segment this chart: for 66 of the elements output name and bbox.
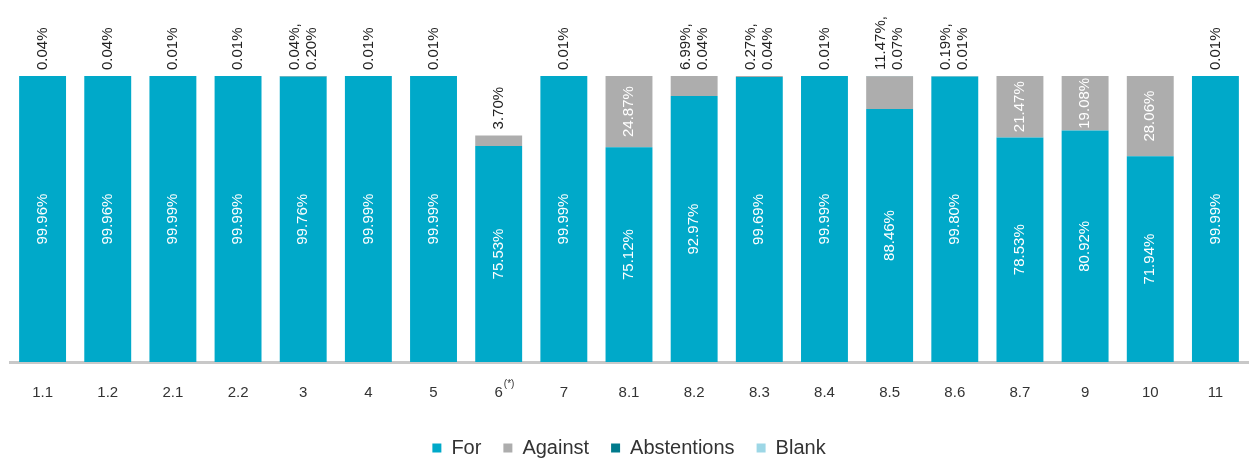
data-label: 11.47%, — [871, 16, 889, 70]
data-label: 0.01% — [228, 27, 246, 70]
data-label: 99.99% — [553, 193, 571, 245]
x-tick-label: 4 — [364, 383, 373, 401]
data-label: 75.53% — [488, 228, 506, 280]
data-label: 0.01% — [814, 27, 832, 70]
x-tick-label: 2.2 — [227, 383, 249, 401]
data-label: 24.87% — [619, 86, 637, 138]
data-label: 99.99% — [358, 193, 376, 245]
x-tick-label: 8.5 — [879, 383, 901, 401]
x-tick-label: 1.1 — [32, 383, 54, 401]
data-label: 80.92% — [1075, 220, 1093, 272]
data-label: 28.06% — [1140, 90, 1158, 142]
data-label: 99.99% — [228, 193, 246, 245]
data-label: 99.99% — [163, 193, 181, 245]
data-label: 92.97% — [684, 203, 702, 255]
data-label: 21.47% — [1010, 81, 1028, 133]
data-label: 0.01% — [163, 27, 181, 70]
data-label: 0.01% — [1205, 27, 1223, 70]
x-tick-label: 10 — [1141, 383, 1159, 401]
data-label: 71.94% — [1140, 233, 1158, 285]
x-tick-label: 1.2 — [97, 383, 119, 401]
data-label: 3.70% — [488, 86, 506, 130]
data-label: 0.07% — [888, 27, 906, 70]
x-tick-label: 8.2 — [683, 383, 705, 401]
x-tick-label: 11 — [1207, 383, 1224, 401]
data-label: 0.04% — [97, 27, 115, 70]
x-tick-label: 3 — [299, 383, 308, 401]
data-label: 88.46% — [879, 210, 897, 261]
x-tick-label: 2.1 — [162, 383, 184, 401]
data-label: 99.99% — [1205, 193, 1223, 245]
data-label: 99.96% — [32, 193, 50, 245]
x-tick-label: 7 — [559, 383, 569, 401]
data-label: 6.99%, — [675, 23, 693, 70]
x-tick-label: 8.1 — [618, 383, 640, 401]
x-tick-label: 8.7 — [1009, 383, 1031, 401]
x-tick-label: 8.4 — [814, 383, 835, 401]
data-label: 99.99% — [423, 193, 441, 245]
data-label: 99.76% — [293, 193, 311, 245]
data-label: 99.99% — [814, 193, 832, 245]
data-label: 19.08% — [1075, 77, 1093, 129]
x-tick-label: 8.3 — [748, 383, 770, 401]
data-label: 0.20% — [301, 27, 319, 70]
data-label: 99.96% — [97, 193, 115, 245]
legend-label: Abstentions — [630, 435, 735, 458]
legend-label: For — [451, 435, 482, 458]
data-label: 0.04%, — [284, 23, 302, 70]
data-label: 0.01% — [953, 27, 971, 70]
data-label: 0.01% — [358, 27, 376, 70]
data-label: 99.80% — [944, 193, 962, 245]
x-tick-label: 9 — [1080, 383, 1090, 401]
data-label: 78.53% — [1010, 224, 1028, 276]
data-label: 99.69% — [749, 194, 767, 245]
legend-label: Against — [522, 435, 590, 458]
data-label: 0.27%, — [740, 23, 758, 70]
data-label: 0.19%, — [936, 23, 954, 70]
data-label: 0.04% — [757, 27, 775, 70]
legend-label: Blank — [775, 435, 827, 458]
data-label: 0.04% — [692, 27, 710, 70]
x-tick-label: 5 — [429, 383, 438, 401]
data-label: 0.04% — [32, 27, 50, 70]
data-label: 75.12% — [619, 229, 637, 281]
x-tick-label: 8.6 — [944, 383, 966, 401]
data-label: 0.01% — [423, 27, 441, 70]
category-label: 6(*) — [494, 378, 515, 401]
data-label: 0.01% — [553, 27, 571, 70]
